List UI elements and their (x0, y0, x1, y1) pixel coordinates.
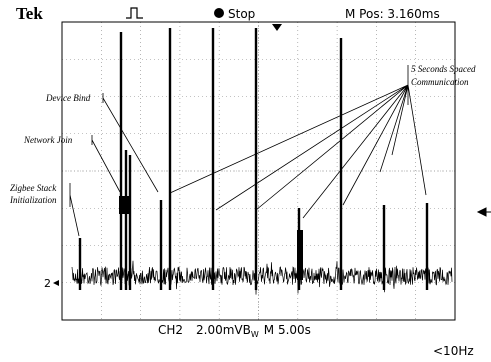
spike (160, 200, 162, 290)
channel: CH2 (158, 323, 183, 337)
position: M Pos: 3.160ms (345, 7, 440, 21)
spike (212, 28, 214, 290)
trigger-frequency: <10Hz (433, 344, 474, 358)
scope-screen: Tek Stop M Pos: 3.160ms 2 5 Seconds Spac… (0, 0, 491, 362)
scale: 2.00mV (196, 323, 243, 337)
spike (79, 238, 81, 290)
annotation: Device Bind (45, 93, 91, 103)
spike (340, 38, 342, 290)
trigger-position (272, 24, 282, 31)
spike (383, 205, 385, 290)
run-indicator (214, 8, 224, 18)
burst (119, 196, 131, 214)
spike (426, 203, 428, 290)
spike (129, 155, 131, 290)
ground-marker: 2 (44, 277, 51, 290)
burst (297, 230, 303, 280)
trigger-icon (126, 8, 143, 18)
bandwidth: B (243, 323, 251, 337)
annotation: Network Join (23, 135, 73, 145)
annotation: Communication (411, 77, 469, 87)
trigger-level (478, 208, 491, 216)
run-state: Stop (228, 7, 255, 21)
bandwidth-sub: W (251, 330, 259, 339)
waveform (72, 28, 452, 295)
annotation: Zigbee Stack (10, 183, 57, 193)
brand: Tek (16, 4, 43, 23)
spike (255, 28, 257, 290)
timebase: M 5.00s (264, 323, 311, 337)
spike (169, 28, 171, 290)
annotation: 5 Seconds Spaced (411, 64, 476, 74)
spike (125, 150, 127, 290)
settings: CH2 2.00mVBW M 5.00s (158, 323, 311, 339)
annotation: Initialization (9, 195, 57, 205)
ground-arrow (53, 280, 59, 286)
spike (120, 32, 122, 290)
